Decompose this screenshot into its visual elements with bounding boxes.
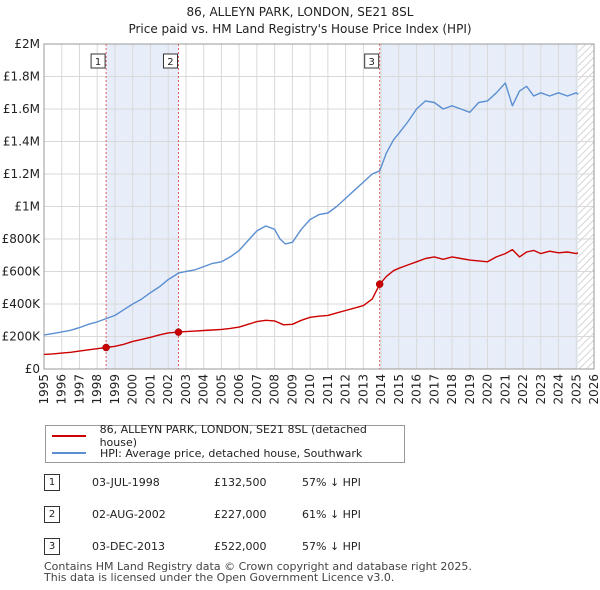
sale-row: 3 03-DEC-2013 £522,000 57% ↓ HPI [44,538,444,556]
y-tick-label: £1M [14,200,40,214]
sale-row: 1 03-JUL-1998 £132,500 57% ↓ HPI [44,474,444,492]
legend-label-property: 86, ALLEYN PARK, LONDON, SE21 8SL (detac… [99,423,367,449]
x-tick-label: 2015 [392,374,406,405]
property-price-line [43,248,579,356]
x-tick-label: 2001 [143,374,157,405]
chart-title: 86, ALLEYN PARK, LONDON, SE21 8SL [187,5,414,19]
x-tick-label: 1997 [72,374,86,405]
legend-item-hpi: HPI: Average price, detached house, Sout… [52,445,362,461]
hpi-line [43,82,579,336]
chart-subtitle: Price paid vs. HM Land Registry's House … [128,22,471,36]
x-tick-label: 2019 [463,374,477,405]
sale-label-number: 2 [167,57,173,68]
x-tick-label: 2010 [303,374,317,405]
sale-date: 03-JUL-1998 [92,476,160,489]
sale-date: 03-DEC-2013 [92,540,166,553]
x-tick-label: 2024 [552,374,566,405]
x-tick-label: 2017 [427,374,441,405]
x-tick-label: 2020 [481,374,495,405]
price-chart: 86, ALLEYN PARK, LONDON, SE21 8SL Price p… [2,5,600,405]
x-tick-label: 2011 [321,374,335,405]
chart-legend: 86, ALLEYN PARK, LONDON, SE21 8SL (detac… [45,423,405,463]
sale-price: £227,000 [214,508,267,521]
sale-price: £522,000 [214,540,267,553]
x-tick-label: 2006 [232,374,246,405]
x-tick-label: 2013 [356,374,370,405]
x-tick-label: 2012 [339,374,353,405]
legend-swatch-property [52,435,86,437]
x-tick-label: 2021 [498,374,512,405]
sale-label-number: 3 [368,57,374,68]
y-tick-label: £200K [2,330,42,344]
sale-hpi-diff: 61% ↓ HPI [302,508,361,521]
x-tick-label: 2025 [569,374,583,405]
legend-swatch-hpi [52,452,86,454]
x-tick-label: 2022 [516,374,530,405]
sale-date: 02-AUG-2002 [92,508,166,521]
x-tick-label: 2004 [197,374,211,405]
sale-number-badge: 2 [44,506,60,523]
x-tick-label: 2014 [374,374,388,405]
x-tick-label: 2026 [587,374,600,405]
y-tick-label: £1.4M [3,135,40,149]
sale-label-box [162,53,178,69]
footer: Contains HM Land Registry data © Crown c… [44,561,472,583]
y-tick-label: £400K [2,297,42,311]
x-tick-label: 2002 [161,374,175,405]
footer-copyright: Contains HM Land Registry data © Crown c… [44,560,472,573]
y-tick-label: £1.6M [3,102,40,116]
x-tick-label: 2023 [534,374,548,405]
y-tick-label: £0 [25,362,40,376]
x-tick-label: 2018 [445,374,459,405]
sale-label-box [90,53,106,69]
x-tick-label: 2007 [250,374,264,405]
x-tick-label: 2000 [126,374,140,405]
x-tick-label: 2008 [268,374,282,405]
sale-row: 2 02-AUG-2002 £227,000 61% ↓ HPI [44,506,444,524]
legend-label-hpi: HPI: Average price, detached house, Sout… [100,446,363,460]
sale-label-number: 1 [95,57,101,68]
x-tick-label: 2003 [179,374,193,405]
y-tick-label: £1.2M [3,167,40,181]
y-tick-label: £2M [14,37,40,51]
x-tick-label: 2016 [410,374,424,405]
x-tick-label: 1995 [37,374,51,405]
sale-hpi-diff: 57% ↓ HPI [302,476,361,489]
footer-licence: This data is licensed under the Open Gov… [44,571,395,584]
sale-hpi-diff: 57% ↓ HPI [302,540,361,553]
x-tick-label: 1996 [55,374,69,405]
x-tick-label: 1999 [108,374,122,405]
sale-number-badge: 1 [44,474,60,491]
x-tick-label: 1998 [90,374,104,405]
sale-point [174,328,183,336]
legend-item-property: 86, ALLEYN PARK, LONDON, SE21 8SL (detac… [52,423,404,449]
sale-point [102,343,110,352]
x-tick-label: 2005 [214,374,228,405]
y-tick-label: £600K [2,265,42,279]
y-tick-label: £1.8M [3,70,40,84]
y-tick-label: £800K [2,232,42,246]
sale-number-badge: 3 [44,538,60,555]
sale-label-box [364,53,380,69]
sale-point [375,280,384,288]
plot-border [43,43,595,370]
sale-price: £132,500 [214,476,267,489]
x-tick-label: 2009 [285,374,299,405]
